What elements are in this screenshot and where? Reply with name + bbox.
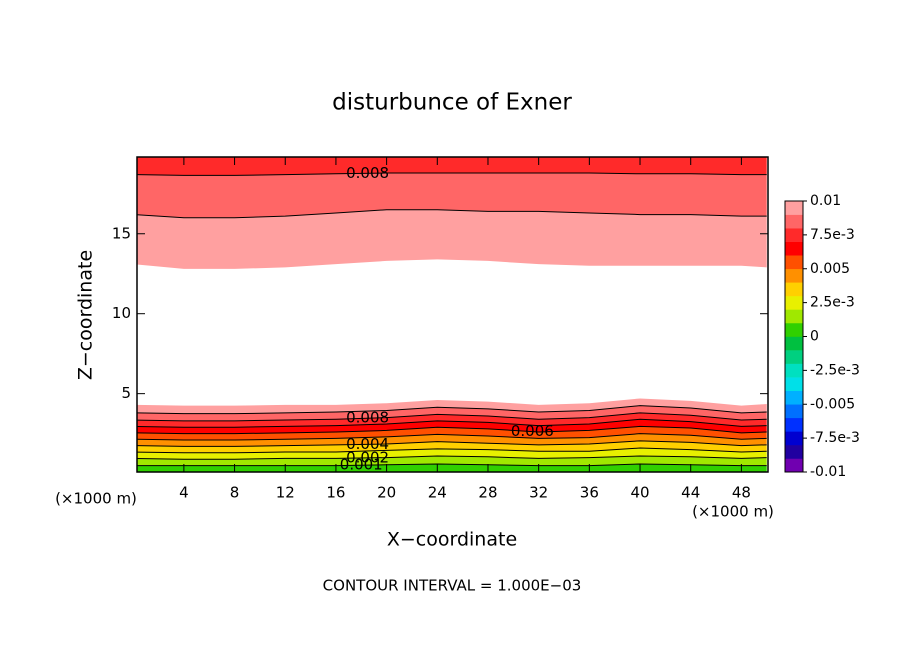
x-tick-label: 28 (478, 484, 497, 502)
x-tick-label: 32 (529, 484, 548, 502)
colorbar-label: -0.01 (810, 464, 846, 480)
x-tick-label: 16 (326, 484, 345, 502)
colorbar-swatch (785, 241, 803, 256)
contour-label: 0.001 (340, 456, 383, 474)
x-tick-label: 40 (630, 484, 649, 502)
colorbar-swatch (785, 444, 803, 459)
y-tick-label: 10 (112, 304, 131, 322)
colorbar-swatch (785, 431, 803, 446)
colorbar-swatch (785, 214, 803, 229)
contour-fill (137, 419, 767, 434)
colorbar-label: 0.005 (810, 261, 850, 277)
contour-line (137, 433, 767, 441)
x-tick-label: 4 (179, 484, 189, 502)
x-tick-label: 12 (276, 484, 295, 502)
y-axis-label: Z−coordinate (75, 250, 97, 380)
contour-line (137, 455, 767, 460)
colorbar-swatch (785, 458, 803, 473)
colorbar-swatch (785, 309, 803, 324)
colorbar-swatch (785, 282, 803, 297)
colorbar-swatch (785, 322, 803, 337)
colorbar-swatch (785, 336, 803, 351)
x-tick-label: 36 (580, 484, 599, 502)
contour-line (137, 447, 767, 454)
contour-line (137, 418, 767, 428)
colorbar-swatch (785, 228, 803, 242)
colorbar-swatch (785, 201, 803, 215)
contour-fill (137, 398, 767, 414)
colorbar-swatch (785, 295, 803, 310)
contour-fill (137, 405, 767, 421)
contour-label: 0.008 (346, 409, 389, 427)
contour-fill (137, 433, 767, 447)
plot-frame (136, 156, 769, 473)
colorbar-swatch (785, 350, 803, 364)
colorbar-swatch (785, 268, 803, 283)
contour-fill (137, 157, 767, 176)
contour-line (137, 463, 767, 467)
colorbar-swatch (785, 363, 803, 378)
chart-title: disturbunce of Exner (332, 90, 572, 116)
contour-label: 0.006 (511, 422, 554, 440)
colorbar-swatch (785, 417, 803, 432)
plot-area (137, 157, 767, 472)
contour-label: 0.002 (346, 448, 389, 466)
contour-label: 0.004 (346, 435, 389, 453)
contour-fill (137, 209, 767, 269)
x-unit-right: (×1000 m) (692, 503, 774, 521)
contour-fill (137, 448, 767, 460)
contour-line (137, 405, 767, 415)
colorbar-label: 2.5e-3 (810, 295, 855, 311)
colorbar-swatch (785, 390, 803, 405)
colorbar-swatch (785, 377, 803, 391)
footnote: CONTOUR INTERVAL = 1.000E−03 (323, 577, 582, 595)
contour-line (137, 172, 767, 176)
x-tick-label: 24 (428, 484, 447, 502)
colorbar-swatch (785, 404, 803, 419)
contour-fill (137, 172, 767, 218)
y-tick-label: 5 (121, 384, 131, 402)
contour-label: 0.008 (346, 164, 389, 182)
contour-fill (137, 412, 767, 428)
x-tick-label: 8 (230, 484, 240, 502)
contour-line (137, 425, 767, 435)
x-axis-label: X−coordinate (387, 529, 517, 551)
contour-fill (137, 426, 767, 441)
colorbar-swatch (785, 255, 803, 270)
x-tick-label: 48 (732, 484, 751, 502)
x-tick-label: 44 (681, 484, 700, 502)
colorbar-label: -7.5e-3 (810, 430, 860, 446)
colorbar-label: 0.01 (810, 193, 841, 209)
y-tick-label: 15 (112, 224, 131, 242)
colorbar-label: -0.005 (810, 396, 855, 412)
contour-line (137, 209, 767, 219)
x-unit-left: (×1000 m) (55, 490, 137, 508)
colorbar-label: 0 (810, 329, 819, 345)
colorbar-label: 7.5e-3 (810, 227, 855, 243)
colorbar-label: -2.5e-3 (810, 362, 860, 378)
contour-line (137, 412, 767, 422)
x-tick-label: 20 (377, 484, 396, 502)
contour-line (137, 440, 767, 447)
